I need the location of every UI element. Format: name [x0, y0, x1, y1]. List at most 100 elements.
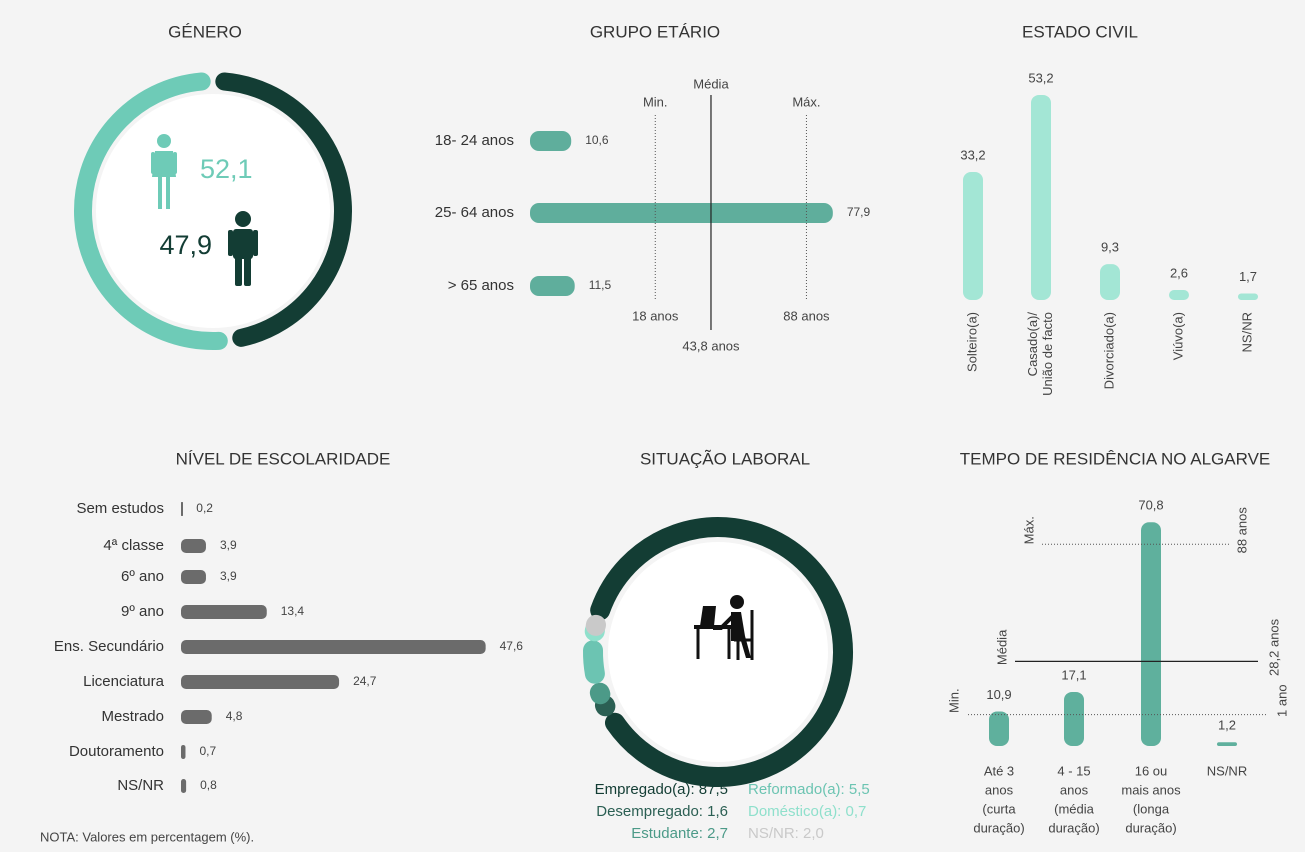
bar — [530, 203, 833, 223]
bar — [181, 779, 187, 793]
donut-segment — [590, 517, 853, 787]
value-label: 3,9 — [220, 538, 237, 552]
bar — [181, 710, 212, 724]
bar — [963, 172, 983, 300]
category-label: Casado(a)/ — [1025, 312, 1040, 377]
chart-title: SITUAÇÃO LABORAL — [640, 449, 810, 468]
value-label: 2,6 — [1170, 265, 1188, 280]
donut-segment — [74, 72, 228, 350]
worker-icon — [694, 595, 754, 660]
category-label: > 65 anos — [448, 277, 514, 294]
chart-title: GÉNERO — [168, 22, 242, 41]
chart-title: ESTADO CIVIL — [1022, 22, 1138, 41]
value-label: 47,6 — [500, 639, 524, 653]
value-label: 70,8 — [1138, 498, 1163, 513]
category-label: (longa — [1133, 801, 1170, 816]
value-label: 10,6 — [585, 133, 609, 147]
category-label: 9º ano — [121, 603, 164, 620]
reference-label: 43,8 anos — [682, 338, 740, 353]
note: NOTA: Valores em percentagem (%). — [40, 829, 254, 844]
category-label: duração) — [1048, 820, 1099, 835]
category-label: Viúvo(a) — [1170, 312, 1185, 360]
category-label: Doutoramento — [69, 743, 164, 760]
bar — [1217, 742, 1237, 746]
bar — [989, 711, 1009, 746]
category-label: Solteiro(a) — [964, 312, 979, 372]
category-label: Ens. Secundário — [54, 638, 164, 655]
category-label: mais anos — [1121, 782, 1181, 797]
value-label: 3,9 — [220, 569, 237, 583]
chart-title: GRUPO ETÁRIO — [590, 22, 720, 41]
bar — [181, 675, 340, 689]
value-label: 4,8 — [226, 709, 243, 723]
bar — [181, 640, 486, 654]
reference-name: Média — [994, 629, 1009, 665]
category-label: Licenciatura — [83, 673, 165, 690]
value-label: 1,2 — [1218, 718, 1236, 733]
bar — [530, 276, 575, 296]
legend-entry: Doméstico(a): 0,7 — [748, 803, 866, 820]
category-label: Divorciado(a) — [1101, 312, 1116, 389]
category-label: Mestrado — [101, 708, 164, 725]
gender-inner — [96, 94, 330, 328]
category-label: anos — [1060, 782, 1089, 797]
reference-name: Máx. — [792, 94, 820, 109]
reference-label: 18 anos — [632, 308, 679, 323]
category-label: NS/NR — [117, 777, 164, 794]
bar — [1141, 522, 1161, 746]
value-label: 17,1 — [1061, 667, 1086, 682]
labor-inner — [608, 542, 828, 762]
reference-label: 88 anos — [1234, 507, 1249, 554]
category-label: (média — [1054, 801, 1095, 816]
value-label: 52,1 — [200, 154, 253, 184]
value-label: 0,2 — [196, 501, 213, 515]
legend-entry: Desempregado: 1,6 — [596, 803, 728, 820]
legend-entry: Estudante: 2,7 — [631, 825, 728, 842]
reference-name: Máx. — [1021, 516, 1036, 544]
donut-segment — [215, 72, 352, 347]
bar — [1169, 289, 1189, 300]
bar — [1100, 264, 1120, 300]
value-label: 9,3 — [1101, 240, 1119, 255]
reference-name: Média — [693, 76, 729, 91]
category-label: 18- 24 anos — [435, 132, 514, 149]
legend-entry: Reformado(a): 5,5 — [748, 781, 870, 798]
category-label: 16 ou — [1135, 763, 1168, 778]
value-label: 47,9 — [159, 230, 212, 260]
legend-entry: Empregado(a): 87,5 — [595, 781, 728, 798]
category-label: duração) — [1125, 820, 1176, 835]
donut-segment — [583, 640, 605, 684]
category-label: anos — [985, 782, 1014, 797]
chart-title: NÍVEL DE ESCOLARIDADE — [176, 449, 391, 468]
value-label: 77,9 — [847, 205, 871, 219]
category-label: 6º ano — [121, 568, 164, 585]
value-label: 10,9 — [986, 687, 1011, 702]
category-label: Sem estudos — [76, 500, 164, 517]
bar — [530, 131, 572, 151]
category-label: NS/NR — [1239, 312, 1254, 352]
legend-entry: NS/NR: 2,0 — [748, 825, 824, 842]
category-label: NS/NR — [1207, 763, 1247, 778]
chart-title: TEMPO DE RESIDÊNCIA NO ALGARVE — [960, 449, 1271, 468]
bar — [181, 745, 186, 759]
category-label: 4 - 15 — [1057, 763, 1090, 778]
value-label: 13,4 — [281, 604, 305, 618]
value-label: 11,5 — [589, 278, 612, 292]
male-icon — [228, 211, 258, 286]
value-label: 1,7 — [1239, 269, 1257, 284]
bar — [181, 570, 206, 584]
bar — [1031, 94, 1051, 301]
value-label: 0,8 — [200, 778, 217, 792]
category-label: duração) — [973, 820, 1024, 835]
bar — [1238, 293, 1258, 300]
reference-name: Min. — [643, 94, 668, 109]
female-icon — [151, 134, 177, 209]
reference-label: 88 anos — [783, 308, 830, 323]
category-label: Até 3 — [984, 763, 1014, 778]
category-label: 25- 64 anos — [435, 204, 514, 221]
value-label: 24,7 — [353, 674, 377, 688]
reference-label: 28,2 anos — [1266, 618, 1281, 676]
category-label: (curta — [982, 801, 1016, 816]
donut-segment — [589, 682, 611, 705]
